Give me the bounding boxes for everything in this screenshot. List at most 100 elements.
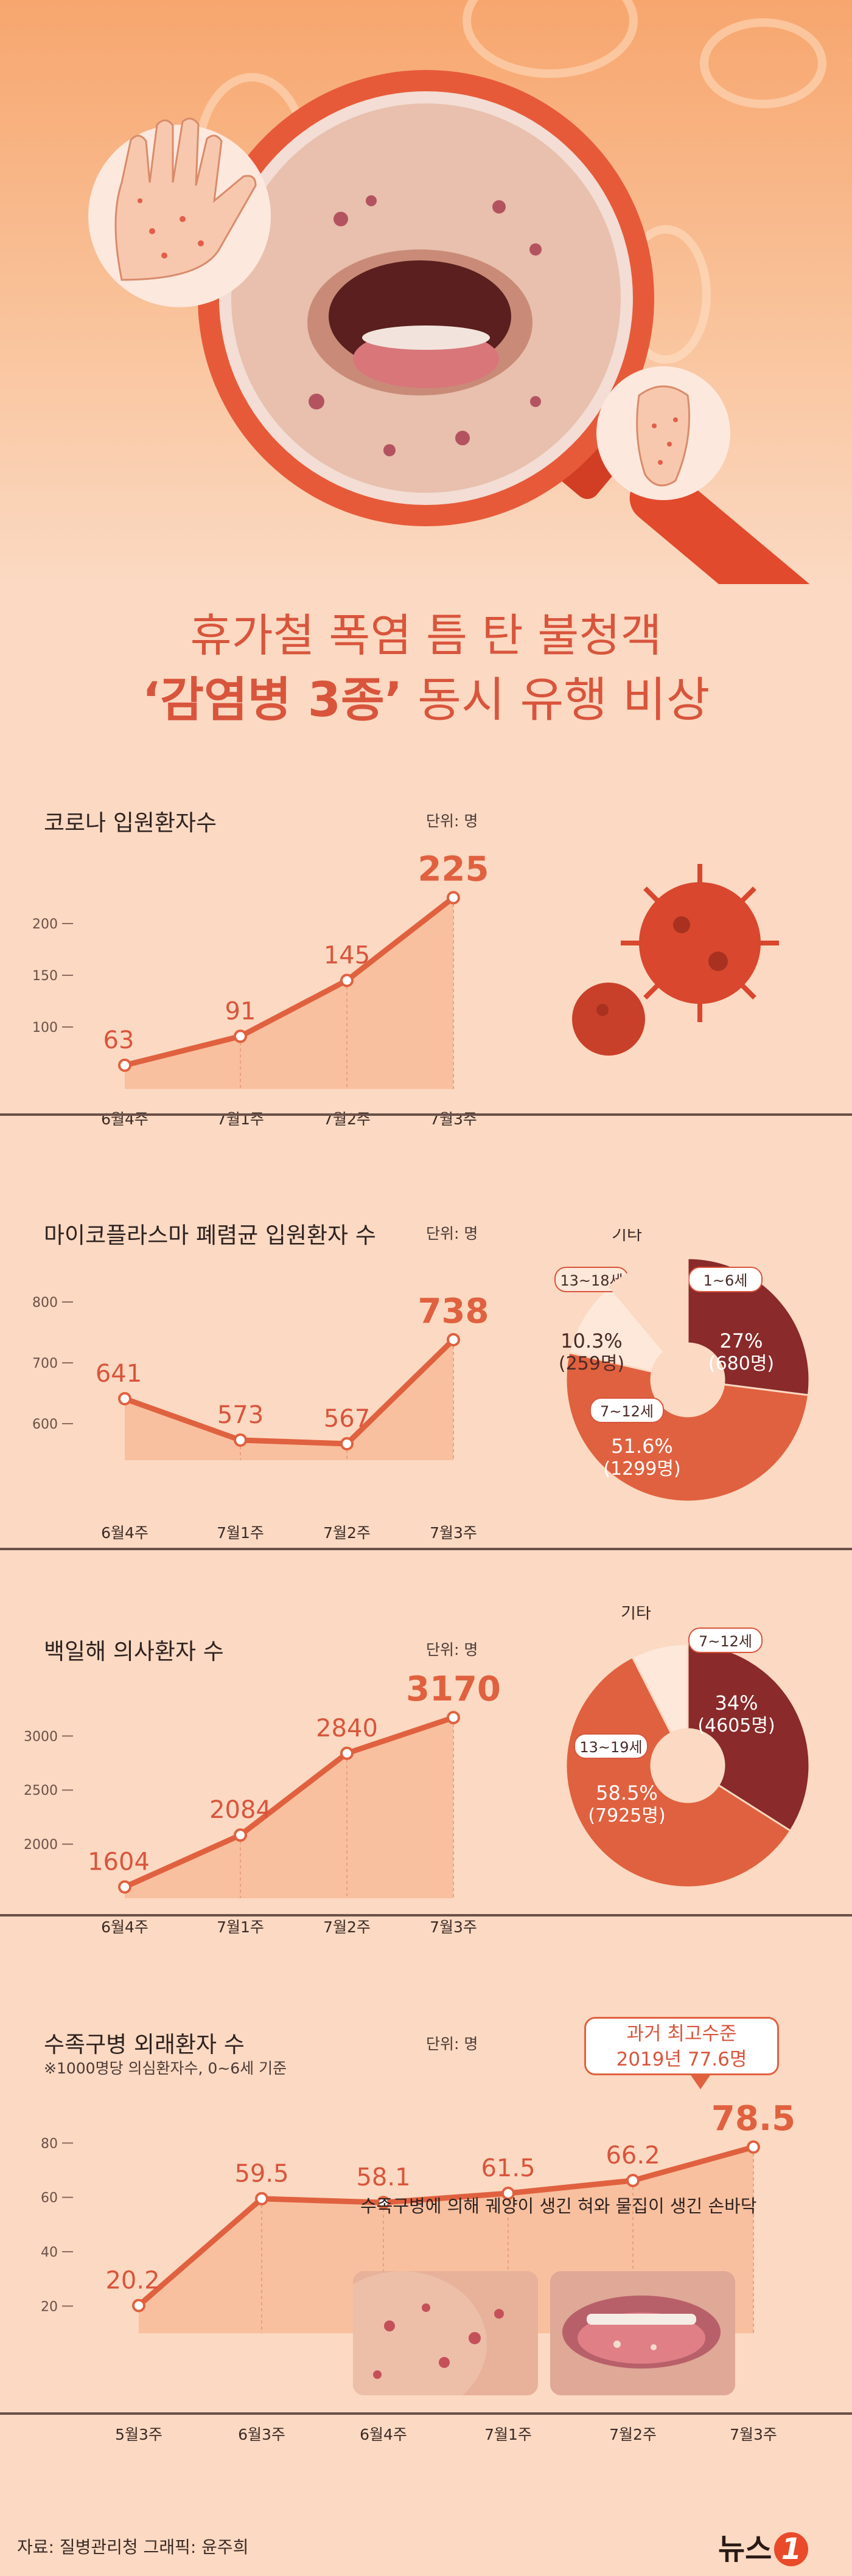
data-label: 59.5: [234, 2160, 288, 2188]
data-label: 641: [96, 1360, 142, 1388]
data-label: 20.2: [105, 2266, 159, 2294]
y-tick-label: 2500: [24, 1783, 58, 1798]
section-divider: [0, 1914, 852, 1916]
y-tick-label: 800: [32, 1295, 58, 1311]
chart-title-hfmd: 수족구병 외래환자 수: [44, 2031, 245, 2058]
news1-logo: 뉴스 1: [718, 2525, 809, 2567]
data-label: 3170: [406, 1669, 501, 1709]
data-label: 2084: [209, 1796, 271, 1824]
pertussis-age-donut: 7~12세 34%(4605명) 13~19세 58.5%(7925명) 기타: [565, 1606, 811, 1888]
area-fill: [125, 897, 453, 1089]
slice-label: 7~12세: [699, 1633, 752, 1650]
hfmd-line-chart: 20 40 60 80 20.2 59.5 58.1 61.5 66.2 78.5 5월3주 6월3주…: [41, 2099, 795, 2443]
page-title-line2: ‘감염병 3종’ 동시 유행 비상: [0, 662, 852, 730]
data-point: [234, 1029, 247, 1043]
slice-label-pill: [574, 1733, 648, 1759]
hero-illustration: [0, 0, 852, 584]
series-line: [124, 1714, 455, 1890]
slice-label-other: 기타: [621, 1606, 651, 1623]
section-divider: [0, 1548, 852, 1550]
chart-note-hfmd: ※1000명당 의심환자수, 0~6세 기준: [44, 2059, 287, 2077]
x-tick-label: 6월4주: [360, 2426, 407, 2443]
donut-slice: [631, 1643, 689, 1735]
data-point: [626, 2173, 640, 2187]
y-tick-label: 2000: [24, 1837, 58, 1853]
data-point: [747, 2140, 760, 2154]
x-tick-label: 7월1주: [217, 1524, 264, 1542]
slice-label: 1~6세: [704, 1272, 748, 1289]
slice-percent: 34%: [714, 1691, 758, 1714]
slice-percent: 27%: [719, 1329, 763, 1352]
data-label: 573: [217, 1401, 264, 1429]
data-label: 58.1: [356, 2163, 410, 2191]
data-point: [132, 2299, 145, 2313]
data-point: [377, 2196, 390, 2210]
page-title-highlight: ‘감염병 3종’: [142, 673, 403, 728]
logo-text: 뉴스: [718, 2532, 772, 2566]
donut-slice: [608, 1257, 689, 1354]
logo-number: 1: [774, 2532, 809, 2566]
x-tick-label: 7월1주: [484, 2426, 532, 2443]
data-point: [340, 1746, 354, 1760]
covid-line-chart: 100 150 200 63 91 145 225 6월4주 7월1주 7월2주 7월3주: [32, 850, 489, 1129]
tongue-photo-illustration: [550, 2271, 735, 2395]
y-tick-label: 40: [41, 2245, 58, 2260]
data-label: 225: [418, 850, 489, 889]
data-point: [255, 2191, 268, 2205]
data-label: 738: [418, 1292, 489, 1331]
mycoplasma-age-donut: 1~6세27%(680명)7~12세51.6%(1299명)13~18세10.3…: [554, 1229, 811, 1503]
unit-label-mycoplasma: 단위: 명: [426, 1225, 478, 1242]
data-point: [447, 1333, 460, 1346]
section-divider: [0, 2412, 852, 2415]
x-tick-label: 7월3주: [430, 1110, 477, 1128]
x-tick-label: 7월2주: [323, 1524, 371, 1542]
chart-title-pertussis: 백일해 의사환자 수: [44, 1638, 224, 1665]
slice-label-pill: [590, 1398, 664, 1423]
unit-label-hfmd: 단위: 명: [426, 2035, 478, 2053]
slice-percent: 58.5%: [596, 1781, 658, 1805]
palm-blister-photo: [353, 2271, 538, 2395]
x-tick-label: 5월3주: [115, 2426, 162, 2443]
unit-label-covid: 단위: 명: [426, 812, 478, 830]
data-point: [118, 1392, 131, 1405]
data-point: [340, 1437, 354, 1450]
data-point: [234, 1828, 247, 1842]
virus-illustration: [572, 864, 779, 1056]
palm-photo-illustration: [353, 2271, 538, 2395]
data-point: [234, 1433, 247, 1447]
x-tick-label: 6월4주: [101, 1918, 148, 1936]
data-label: 66.2: [606, 2142, 660, 2170]
data-label: 2840: [316, 1714, 378, 1742]
x-tick-label: 7월3주: [730, 2426, 777, 2443]
slice-count: (680명): [708, 1353, 774, 1374]
page-title-line1: 휴가철 폭염 틈 탄 불청객: [190, 610, 662, 662]
data-label: 78.5: [711, 2099, 795, 2139]
y-tick-label: 100: [32, 1020, 58, 1036]
chart-title-covid: 코로나 입원환자수: [44, 810, 217, 836]
series-line: [137, 2144, 755, 2308]
callout-line1: 과거 최고수준: [626, 2023, 737, 2045]
slice-label-pill: [688, 1267, 763, 1292]
unit-label-pertussis: 단위: 명: [426, 1641, 478, 1659]
x-tick-label: 7월2주: [323, 1110, 371, 1128]
slice-percent: 10.3%: [560, 1329, 623, 1352]
x-tick-label: 7월1주: [217, 1110, 264, 1128]
y-tick-label: 60: [41, 2191, 58, 2206]
x-tick-label: 7월2주: [323, 1918, 371, 1936]
x-tick-label: 6월4주: [101, 1110, 148, 1128]
y-tick-label: 3000: [24, 1729, 58, 1744]
data-point: [118, 1058, 131, 1072]
series-line: [124, 895, 455, 1068]
data-label: 567: [324, 1405, 370, 1433]
data-label: 145: [324, 942, 370, 970]
source-credit: 자료: 질병관리청 그래픽: 윤주희: [17, 2537, 249, 2557]
mycoplasma-line-chart: 600 700 800 641 573 567 738 6월4주 7월1주 7월2주 7월3주: [32, 1292, 489, 1542]
x-tick-label: 7월2주: [609, 2426, 657, 2443]
slice-label-pill: [688, 1627, 763, 1653]
y-tick-label: 700: [32, 1356, 58, 1371]
data-point: [447, 1711, 460, 1725]
data-point: [118, 1880, 131, 1894]
y-tick-label: 600: [32, 1417, 58, 1432]
data-point: [447, 891, 460, 905]
tongue-ulcer-photo: [550, 2271, 735, 2395]
